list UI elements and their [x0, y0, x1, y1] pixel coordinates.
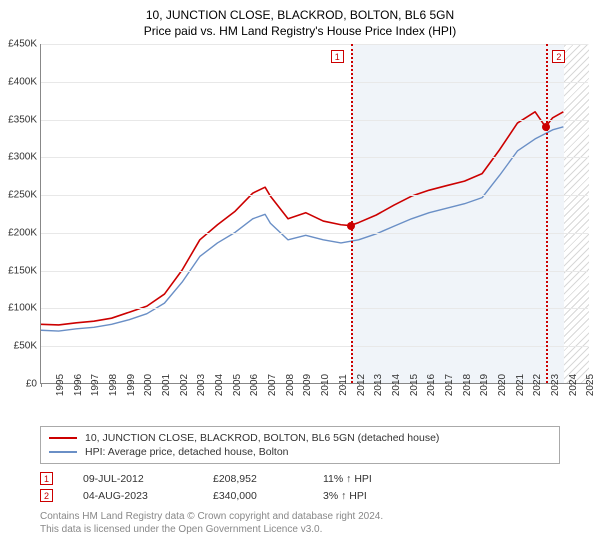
line-svg: [41, 44, 588, 383]
event-date: 09-JUL-2012: [83, 473, 183, 485]
y-tick-label: £0: [26, 379, 37, 390]
event-marker-box: 2: [552, 50, 565, 63]
series-price_paid: [41, 112, 563, 325]
event-table: 1 09-JUL-2012 £208,952 11% ↑ HPI 2 04-AU…: [40, 470, 560, 504]
legend: 10, JUNCTION CLOSE, BLACKROD, BOLTON, BL…: [40, 426, 560, 464]
plot-region: £0£50K£100K£150K£200K£250K£300K£350K£400…: [40, 44, 588, 384]
y-gridline: [41, 346, 588, 347]
y-tick-label: £450K: [8, 39, 37, 50]
legend-label: 10, JUNCTION CLOSE, BLACKROD, BOLTON, BL…: [85, 432, 439, 444]
y-tick-label: £100K: [8, 303, 37, 314]
event-date: 04-AUG-2023: [83, 490, 183, 502]
y-gridline: [41, 82, 588, 83]
event-vline: [351, 44, 353, 383]
legend-swatch: [49, 451, 77, 453]
event-price: £208,952: [213, 473, 293, 485]
event-row: 1 09-JUL-2012 £208,952 11% ↑ HPI: [40, 470, 560, 487]
event-vline: [546, 44, 548, 383]
legend-swatch: [49, 437, 77, 439]
y-tick-label: £150K: [8, 265, 37, 276]
y-gridline: [41, 44, 588, 45]
chart-area: £0£50K£100K£150K£200K£250K£300K£350K£400…: [40, 44, 588, 404]
legend-item: HPI: Average price, detached house, Bolt…: [49, 445, 551, 459]
event-row: 2 04-AUG-2023 £340,000 3% ↑ HPI: [40, 487, 560, 504]
y-tick-label: £250K: [8, 190, 37, 201]
y-gridline: [41, 308, 588, 309]
y-tick-label: £200K: [8, 227, 37, 238]
y-gridline: [41, 271, 588, 272]
y-tick-label: £400K: [8, 76, 37, 87]
legend-label: HPI: Average price, detached house, Bolt…: [85, 446, 289, 458]
chart-subtitle: Price paid vs. HM Land Registry's House …: [0, 22, 600, 44]
y-tick-label: £300K: [8, 152, 37, 163]
legend-item: 10, JUNCTION CLOSE, BLACKROD, BOLTON, BL…: [49, 431, 551, 445]
event-point: [542, 123, 550, 131]
event-price: £340,000: [213, 490, 293, 502]
y-gridline: [41, 120, 588, 121]
event-marker: 1: [40, 472, 53, 485]
event-marker-box: 1: [331, 50, 344, 63]
footer: Contains HM Land Registry data © Crown c…: [40, 510, 560, 536]
event-pct: 11% ↑ HPI: [323, 473, 372, 485]
x-tick-label: 2026: [589, 374, 600, 396]
event-marker: 2: [40, 489, 53, 502]
event-point: [347, 222, 355, 230]
chart-title: 10, JUNCTION CLOSE, BLACKROD, BOLTON, BL…: [0, 0, 600, 22]
y-gridline: [41, 195, 588, 196]
event-pct: 3% ↑ HPI: [323, 490, 367, 502]
y-gridline: [41, 157, 588, 158]
footer-line: Contains HM Land Registry data © Crown c…: [40, 510, 560, 523]
y-tick-label: £350K: [8, 114, 37, 125]
y-gridline: [41, 233, 588, 234]
footer-line: This data is licensed under the Open Gov…: [40, 523, 560, 536]
y-tick-label: £50K: [14, 341, 37, 352]
